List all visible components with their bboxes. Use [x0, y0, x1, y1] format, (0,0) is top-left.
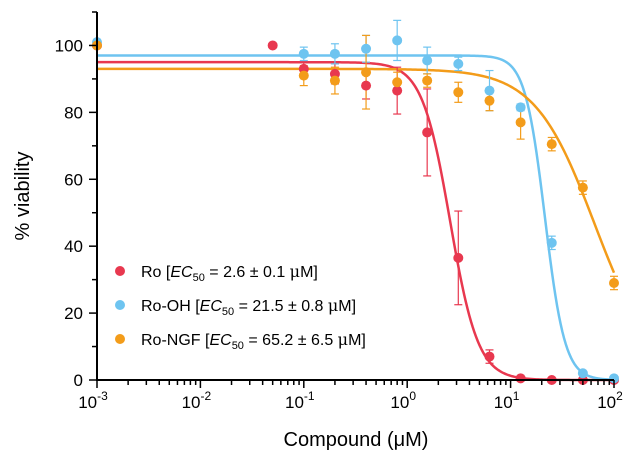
point-ro-ngf	[392, 77, 403, 88]
legend-text-part: EC	[200, 298, 223, 315]
x-tick-exponent: 1	[513, 389, 520, 403]
legend: Ro [EC50 = 2.6 ± 0.1 μM]Ro-OH [EC50 = 21…	[115, 262, 366, 352]
point-ro-ngf	[453, 87, 464, 98]
x-tick-exponent: 2	[616, 389, 623, 403]
legend-text-part: μ	[328, 296, 338, 315]
legend-text-part: M]	[300, 264, 318, 281]
y-tick-label: 0	[74, 371, 83, 390]
legend-marker-ro-ngf	[115, 334, 125, 344]
x-tick-exponent: -3	[97, 389, 108, 403]
point-ro	[515, 373, 526, 384]
legend-text-part: M]	[338, 298, 356, 315]
point-ro	[392, 85, 403, 96]
legend-text-part: Ro-NGF [	[141, 332, 210, 349]
x-tick-label: 102	[597, 389, 623, 412]
fit-curve-ro-ngf	[97, 67, 616, 274]
legend-text-part: = 21.5 ± 0.8	[234, 298, 328, 315]
point-ro-ngf	[361, 67, 372, 78]
legend-text-part: Ro [	[141, 264, 171, 281]
legend-text-part: = 2.6 ± 0.1	[205, 264, 290, 281]
point-ro-oh	[392, 35, 403, 46]
y-tick-label: 60	[64, 170, 83, 189]
point-ro-oh	[577, 368, 588, 379]
legend-text-part: 50	[232, 340, 244, 352]
legend-label-ro-oh: Ro-OH [EC50 = 21.5 ± 0.8 μM]	[141, 296, 356, 318]
point-ro-ngf	[546, 139, 557, 150]
legend-marker-ro	[115, 266, 125, 276]
point-ro-oh	[298, 48, 309, 59]
x-tick-base: 10	[78, 393, 97, 412]
point-ro-oh	[422, 55, 433, 66]
legend-text-part: = 65.2 ± 6.5	[244, 332, 338, 349]
fit-curves	[97, 54, 616, 382]
y-tick-label: 20	[64, 304, 83, 323]
x-tick-base: 10	[597, 393, 616, 412]
x-tick-base: 10	[494, 393, 513, 412]
x-tick-exponent: -2	[201, 389, 212, 403]
x-tick-label: 10-2	[182, 389, 212, 412]
point-ro	[422, 127, 433, 138]
point-ro-ngf	[298, 70, 309, 81]
legend-label-ro-ngf: Ro-NGF [EC50 = 65.2 ± 6.5 μM]	[141, 330, 366, 352]
legend-text-part: Ro-OH [	[141, 298, 200, 315]
point-ro-oh	[453, 58, 464, 69]
point-ro-oh	[361, 43, 372, 54]
fit-curve-ro-oh	[97, 54, 615, 381]
x-tick-label: 100	[390, 389, 416, 412]
legend-text-part: EC	[170, 264, 193, 281]
point-ro-ngf	[515, 117, 526, 128]
point-ro	[267, 40, 278, 51]
point-ro-oh	[329, 48, 340, 59]
point-ro-ngf	[577, 182, 588, 193]
x-axis-title: Compound (μM)	[284, 429, 429, 451]
legend-marker-ro-oh	[115, 300, 125, 310]
point-ro	[361, 80, 372, 91]
y-tick-label: 40	[64, 237, 83, 256]
legend-text-part: M]	[348, 332, 366, 349]
point-ro-ngf	[484, 95, 495, 106]
point-ro-oh	[515, 102, 526, 113]
x-tick-label: 10-3	[78, 389, 108, 412]
x-tick-exponent: 0	[409, 389, 416, 403]
x-tick-base: 10	[285, 393, 304, 412]
y-axis-ticks: 0 20 40 60 80 100	[55, 11, 97, 390]
axes	[96, 12, 614, 381]
x-tick-label: 101	[494, 389, 520, 412]
point-ro-ngf	[609, 277, 619, 288]
x-tick-base: 10	[182, 393, 201, 412]
point-ro-oh	[546, 237, 557, 248]
x-tick-base: 10	[390, 393, 409, 412]
x-tick-label: 10-1	[285, 389, 315, 412]
data-points	[92, 35, 619, 385]
y-axis-title: % viability	[12, 152, 34, 241]
point-ro	[453, 252, 464, 263]
x-tick-exponent: -1	[304, 389, 315, 403]
legend-text-part: μ	[338, 330, 348, 349]
point-ro-oh	[484, 85, 495, 96]
legend-text-part: μ	[290, 262, 300, 281]
y-tick-label: 100	[55, 36, 83, 55]
legend-text-part: 50	[193, 272, 205, 284]
y-tick-label: 80	[64, 103, 83, 122]
point-ro-ngf	[329, 75, 340, 86]
point-ro-ngf	[422, 75, 433, 86]
legend-text-part: 50	[222, 306, 234, 318]
fit-curve-ro	[97, 60, 614, 382]
point-ro	[484, 351, 495, 362]
x-axis-ticks: 10-3 10-2 10-1 100 101 102	[78, 380, 623, 412]
legend-text-part: EC	[209, 332, 232, 349]
legend-label-ro: Ro [EC50 = 2.6 ± 0.1 μM]	[141, 262, 318, 284]
